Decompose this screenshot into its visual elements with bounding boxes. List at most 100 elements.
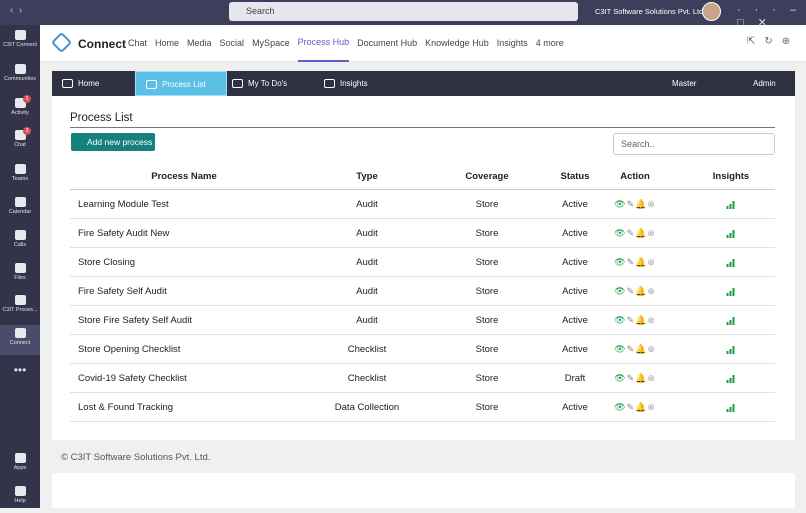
view-icon[interactable]: 👁 <box>614 402 627 412</box>
master-menu[interactable]: Master <box>672 79 697 88</box>
insights-icon[interactable] <box>726 317 736 325</box>
delete-icon[interactable]: ⊗ <box>647 199 656 209</box>
insights-bar <box>732 317 735 325</box>
insights-icon[interactable] <box>726 201 736 209</box>
delete-icon[interactable]: ⊗ <box>647 315 656 325</box>
insights-icon[interactable] <box>726 288 736 296</box>
rail-icon <box>14 130 26 140</box>
column-header: Status <box>560 171 590 182</box>
insights-icon[interactable] <box>726 259 736 267</box>
edit-icon[interactable]: ✎ <box>626 344 636 354</box>
view-icon[interactable]: 👁 <box>614 315 627 325</box>
insights-icon[interactable] <box>726 375 736 383</box>
edit-icon[interactable]: ✎ <box>626 402 636 412</box>
insights-icon[interactable] <box>726 346 736 354</box>
app-tab[interactable]: Home <box>155 38 180 48</box>
rail-item[interactable]: Chat 3 <box>0 127 40 157</box>
rail-item[interactable]: Activity 1 <box>0 95 40 125</box>
edit-icon[interactable]: ✎ <box>626 199 636 209</box>
bell-icon[interactable]: 🔔 <box>635 286 648 296</box>
rail-item[interactable]: C3IT Connect <box>0 27 40 57</box>
nav-item[interactable]: Insights <box>314 71 368 96</box>
insights-bar <box>732 404 735 412</box>
nav-item[interactable]: Home <box>52 71 99 96</box>
nav-arrows[interactable]: ‹ › <box>10 5 23 16</box>
nav-icon <box>232 79 243 88</box>
add-button[interactable]: Add new process <box>71 133 155 151</box>
rail-label: Apps <box>13 465 27 471</box>
delete-icon[interactable]: ⊗ <box>647 373 656 383</box>
edit-icon[interactable]: ✎ <box>626 286 636 296</box>
insights-icon[interactable] <box>726 230 736 238</box>
table-cell: Store <box>475 199 499 210</box>
search-box[interactable]: Search <box>229 2 578 21</box>
edit-icon[interactable]: ✎ <box>626 315 636 325</box>
view-icon[interactable]: 👁 <box>614 199 627 209</box>
bell-icon[interactable]: 🔔 <box>635 199 648 209</box>
bell-icon[interactable]: 🔔 <box>635 344 648 354</box>
rail-label: C3IT Proces... <box>2 307 38 313</box>
bell-icon[interactable]: 🔔 <box>635 228 648 238</box>
rail-icon <box>14 64 26 74</box>
view-icon[interactable]: 👁 <box>614 228 627 238</box>
rail-badge: 1 <box>23 95 31 103</box>
bell-icon[interactable]: 🔔 <box>635 402 648 412</box>
delete-icon[interactable]: ⊗ <box>647 344 656 354</box>
app-tab[interactable]: Knowledge Hub <box>425 38 489 48</box>
delete-icon[interactable]: ⊗ <box>647 402 656 412</box>
user-menu[interactable]: Admin <box>753 79 776 88</box>
bell-icon[interactable]: 🔔 <box>635 373 648 383</box>
rail-item[interactable]: Communities <box>0 61 40 91</box>
header-actions[interactable]: ⇱↻⊕ <box>747 36 800 47</box>
view-icon[interactable]: 👁 <box>614 257 627 267</box>
insights-bar <box>732 259 735 267</box>
app-tab[interactable]: Process Hub <box>297 25 350 62</box>
app-tab[interactable]: Document Hub <box>357 38 418 48</box>
edit-icon[interactable]: ✎ <box>626 257 636 267</box>
table-cell: Draft <box>564 373 586 384</box>
bell-icon[interactable]: 🔔 <box>635 257 648 267</box>
table-cell: Audit <box>356 257 378 268</box>
nav-icon <box>324 79 335 88</box>
nav-item[interactable]: My To Do's <box>222 71 287 96</box>
insights-icon[interactable] <box>726 404 736 412</box>
edit-icon[interactable]: ✎ <box>626 228 636 238</box>
bell-icon[interactable]: 🔔 <box>635 315 648 325</box>
app-tab[interactable]: 4 more <box>535 38 564 48</box>
app-tab[interactable]: Insights <box>496 38 528 48</box>
insights-bar <box>726 206 729 209</box>
table-cell: Store Fire Safety Self Audit <box>78 315 193 326</box>
app-tab[interactable]: Social <box>219 38 245 48</box>
delete-icon[interactable]: ⊗ <box>647 257 656 267</box>
rail-item[interactable]: Teams <box>0 161 40 191</box>
rail-item[interactable]: Help <box>0 483 40 513</box>
more-apps[interactable]: ••• <box>13 363 27 377</box>
edit-icon[interactable]: ✎ <box>626 373 636 383</box>
action-icons: 👁✎🔔⊗ <box>614 248 656 277</box>
insights-bar <box>726 264 729 267</box>
rail-label: Calendar <box>8 209 32 215</box>
insights-bar <box>732 288 735 296</box>
rail-item[interactable]: Calls <box>0 227 40 257</box>
view-icon[interactable]: 👁 <box>614 286 627 296</box>
search-input[interactable]: Search.. <box>613 133 775 155</box>
column-header: Coverage <box>465 171 509 182</box>
delete-icon[interactable]: ⊗ <box>647 228 656 238</box>
rail-icon <box>14 197 26 207</box>
rail-item[interactable]: C3IT Proces... <box>0 292 40 322</box>
rail-item[interactable]: Calendar <box>0 194 40 224</box>
rail-item[interactable]: Apps <box>0 450 40 480</box>
delete-icon[interactable]: ⊗ <box>647 286 656 296</box>
app-tab[interactable]: Media <box>187 38 212 48</box>
app-tab[interactable]: Chat <box>128 38 148 48</box>
insights-bar <box>726 235 729 238</box>
avatar[interactable] <box>702 2 721 21</box>
app-tab[interactable]: MySpace <box>252 38 290 48</box>
rail-item[interactable]: Connect <box>0 325 40 355</box>
view-icon[interactable]: 👁 <box>614 373 627 383</box>
rail-label: Teams <box>11 176 29 182</box>
view-icon[interactable]: 👁 <box>614 344 627 354</box>
rail-item[interactable]: Files <box>0 260 40 290</box>
table-row: Lost & Found Tracking Data Collection Stor… <box>70 393 775 422</box>
nav-item[interactable]: Process List <box>135 71 227 96</box>
